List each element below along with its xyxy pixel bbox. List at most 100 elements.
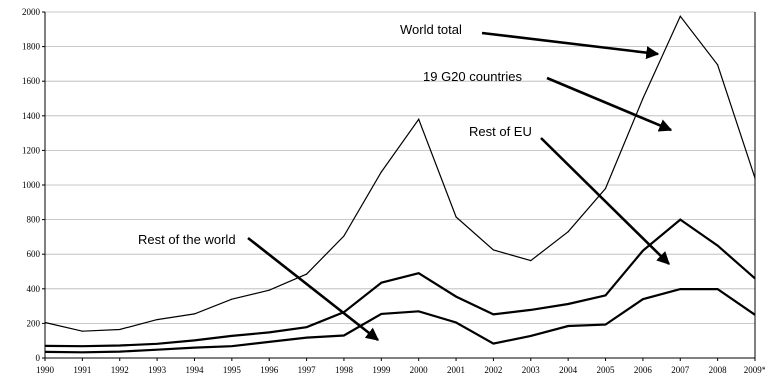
x-tick-label: 1993 <box>148 365 167 375</box>
x-tick-label: 2003 <box>522 365 541 375</box>
data-point <box>305 273 308 275</box>
data-point <box>642 97 644 100</box>
data-point <box>268 331 270 333</box>
annotation-label: 19 G20 countries <box>423 69 523 84</box>
y-tick-label: 1800 <box>22 42 41 52</box>
x-tick-label: 2002 <box>484 365 502 375</box>
x-tick-label: 1994 <box>185 365 204 375</box>
annotation-arrow <box>247 236 380 342</box>
data-point <box>44 345 46 347</box>
annotation-arrow <box>540 137 670 265</box>
data-point <box>530 260 532 262</box>
data-point <box>604 324 607 326</box>
data-point <box>193 313 196 315</box>
data-point <box>231 345 233 347</box>
data-point <box>268 341 270 343</box>
data-point <box>530 309 532 311</box>
data-point <box>455 321 457 324</box>
x-tick-label: 1999 <box>372 365 391 375</box>
data-point <box>119 328 121 331</box>
data-point <box>642 250 644 252</box>
data-point <box>44 351 46 353</box>
y-tick-label: 800 <box>27 215 41 225</box>
x-tick-label: 1997 <box>298 365 317 375</box>
data-point <box>567 325 569 327</box>
x-tick-label: 2009* <box>744 365 765 375</box>
x-tick-label: 2001 <box>447 365 465 375</box>
data-point <box>418 272 420 274</box>
annotation-label: Rest of EU <box>469 124 532 139</box>
data-point <box>492 249 495 251</box>
data-point <box>81 351 83 353</box>
x-tick-label: 2007 <box>671 365 690 375</box>
y-tick-label: 1200 <box>22 145 41 155</box>
data-point <box>679 15 681 17</box>
data-point <box>530 335 532 337</box>
data-point <box>717 64 719 66</box>
gridlines <box>45 11 755 324</box>
data-point <box>81 330 83 332</box>
x-tick-label: 1990 <box>36 365 55 375</box>
data-point <box>268 289 270 291</box>
x-tick-label: 2000 <box>410 365 429 375</box>
y-tick-label: 1600 <box>22 76 41 86</box>
data-point <box>119 350 121 353</box>
data-point <box>455 216 457 218</box>
y-tick-label: 1000 <box>22 180 41 190</box>
x-tick-label: 2006 <box>634 365 653 375</box>
data-point <box>492 343 495 345</box>
data-point <box>193 339 196 341</box>
annotations: World total 19 G20 countries Rest of EU Res… <box>138 22 673 342</box>
series-line-rest-of-the-world <box>44 288 756 354</box>
data-point <box>492 313 495 316</box>
annotation-arrow <box>481 31 660 60</box>
y-tick-label: 600 <box>27 249 41 259</box>
data-point <box>567 303 569 305</box>
x-tick-label: 1996 <box>260 365 279 375</box>
data-point <box>156 349 158 351</box>
y-tick-label: 0 <box>36 353 41 363</box>
data-point <box>156 343 158 345</box>
data-point <box>455 295 457 298</box>
y-tick-label: 400 <box>27 284 41 294</box>
data-point <box>305 326 308 328</box>
data-point <box>380 171 382 173</box>
data-point <box>754 314 756 316</box>
annotation-label: Rest of the world <box>138 232 236 247</box>
y-tick-label: 2000 <box>22 7 41 17</box>
data-point <box>81 345 83 347</box>
series-lines <box>44 15 756 354</box>
y-tick-label: 1400 <box>22 111 41 121</box>
data-point <box>567 231 569 233</box>
data-point <box>380 282 382 284</box>
series-line-19-g20-countries <box>44 15 756 332</box>
data-point <box>305 336 308 339</box>
data-point <box>418 310 420 312</box>
data-point <box>604 294 607 296</box>
data-point <box>679 288 681 290</box>
x-tick-label: 1995 <box>223 365 242 375</box>
y-tick-label: 200 <box>27 318 41 328</box>
data-point <box>717 244 719 247</box>
data-point <box>193 347 196 349</box>
data-point <box>119 344 121 347</box>
data-point <box>754 277 756 280</box>
x-tick-label: 2008 <box>709 365 728 375</box>
data-point <box>343 334 345 337</box>
data-point <box>156 318 158 321</box>
data-point <box>604 187 607 190</box>
data-point <box>679 219 681 221</box>
series-line-rest-of-eu <box>44 218 756 348</box>
annotation-arrow <box>546 76 673 132</box>
axes: 0 200 400 600 800 1000 1200 1400 1600 1800 2000 199… <box>22 7 765 375</box>
data-point <box>754 177 756 179</box>
x-tick-label: 2004 <box>559 365 578 375</box>
data-point <box>418 118 420 120</box>
data-point <box>380 313 382 315</box>
x-tick-label: 1991 <box>73 365 91 375</box>
x-tick-label: 2005 <box>597 365 616 375</box>
annotation-label: World total <box>400 22 462 37</box>
data-point <box>717 288 719 290</box>
data-point <box>642 298 644 300</box>
